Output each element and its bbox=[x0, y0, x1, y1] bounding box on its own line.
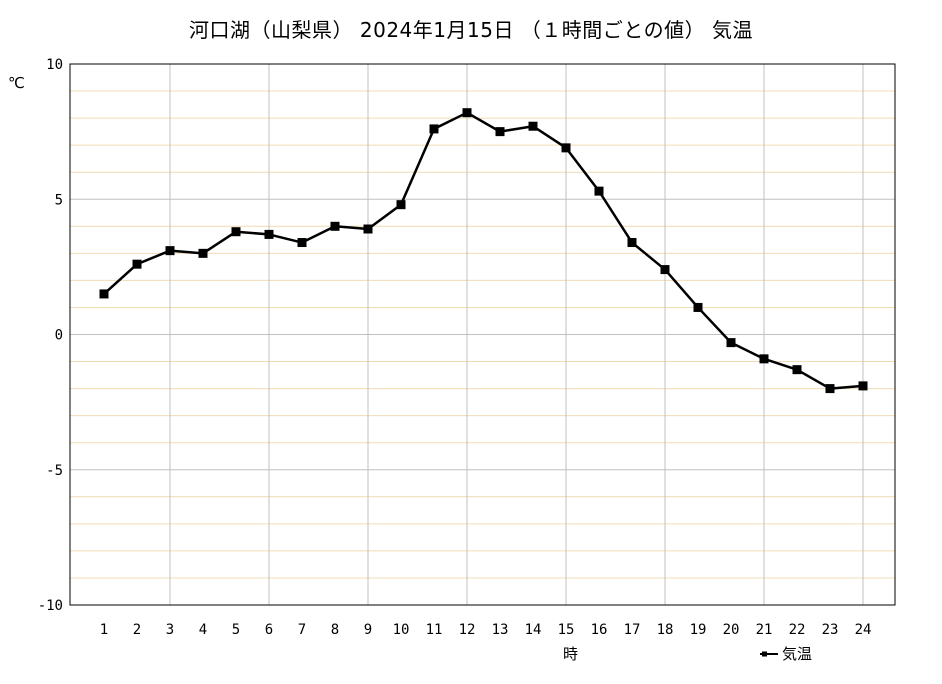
x-tick-label: 18 bbox=[657, 622, 674, 638]
y-tick-label: -5 bbox=[46, 463, 63, 479]
x-tick-label: 14 bbox=[525, 622, 542, 638]
x-tick-label: 12 bbox=[459, 622, 476, 638]
y-tick-label: 10 bbox=[46, 57, 63, 73]
x-tick-label: 10 bbox=[393, 622, 410, 638]
major-gridlines bbox=[70, 64, 895, 605]
x-tick-label: 19 bbox=[690, 622, 707, 638]
data-point-marker bbox=[297, 238, 307, 248]
data-point-marker bbox=[462, 108, 472, 118]
x-tick-label: 20 bbox=[723, 622, 740, 638]
data-point-marker bbox=[759, 354, 769, 364]
data-point-marker bbox=[165, 246, 175, 256]
data-point-marker bbox=[363, 224, 373, 234]
data-point-marker bbox=[627, 238, 637, 248]
legend: 気温 bbox=[760, 645, 812, 663]
legend-marker-icon bbox=[762, 651, 767, 657]
data-point-marker bbox=[561, 143, 571, 153]
x-tick-label: 3 bbox=[166, 622, 174, 638]
legend-label: 気温 bbox=[782, 645, 812, 663]
data-point-marker bbox=[99, 289, 109, 299]
data-point-marker bbox=[858, 381, 868, 391]
data-point-marker bbox=[594, 186, 604, 196]
x-tick-label: 1 bbox=[100, 622, 108, 638]
y-tick-label: 5 bbox=[55, 192, 63, 208]
series-line-group bbox=[99, 108, 868, 394]
x-tick-label: 21 bbox=[756, 622, 773, 638]
data-point-marker bbox=[792, 365, 802, 375]
x-tick-label: 17 bbox=[624, 622, 641, 638]
x-tick-label: 24 bbox=[855, 622, 872, 638]
x-tick-label: 23 bbox=[822, 622, 839, 638]
data-point-marker bbox=[726, 338, 736, 348]
series-line bbox=[103, 111, 864, 390]
x-axis-ticks: 1 2 3 4 5 6 7 8 9 10 11 12 13 14 15 16 17 18 19 20 21 22 23 24 bbox=[100, 622, 872, 638]
x-tick-label: 16 bbox=[591, 622, 608, 638]
data-point-marker bbox=[396, 200, 406, 210]
data-point-marker bbox=[429, 124, 439, 134]
x-tick-label: 22 bbox=[789, 622, 806, 638]
x-tick-label: 7 bbox=[298, 622, 306, 638]
data-point-marker bbox=[693, 302, 703, 312]
data-point-marker bbox=[825, 384, 835, 394]
data-point-marker bbox=[528, 121, 538, 131]
x-tick-label: 13 bbox=[492, 622, 509, 638]
data-point-marker bbox=[132, 259, 142, 269]
x-axis-label: 時 bbox=[563, 645, 578, 663]
x-tick-label: 5 bbox=[232, 622, 240, 638]
y-axis-unit: ℃ bbox=[8, 74, 25, 92]
data-point-marker bbox=[330, 221, 340, 231]
chart-title: 河口湖（山梨県） 2024年1月15日 （１時間ごとの値） 気温 bbox=[189, 18, 753, 42]
data-point-marker bbox=[264, 229, 274, 239]
data-point-marker bbox=[660, 265, 670, 275]
x-tick-label: 11 bbox=[426, 622, 443, 638]
data-point-marker bbox=[198, 248, 208, 258]
data-point-marker bbox=[231, 227, 241, 237]
y-tick-label: -10 bbox=[38, 598, 63, 614]
x-tick-label: 4 bbox=[199, 622, 207, 638]
x-tick-label: 15 bbox=[558, 622, 575, 638]
data-point-marker bbox=[495, 127, 505, 137]
x-tick-label: 2 bbox=[133, 622, 141, 638]
x-tick-label: 6 bbox=[265, 622, 273, 638]
y-tick-label: 0 bbox=[55, 328, 63, 344]
plot-frame bbox=[69, 63, 896, 606]
x-tick-label: 8 bbox=[331, 622, 339, 638]
y-axis-ticks: 10 5 0 -5 -10 bbox=[38, 57, 63, 614]
x-tick-label: 9 bbox=[364, 622, 372, 638]
